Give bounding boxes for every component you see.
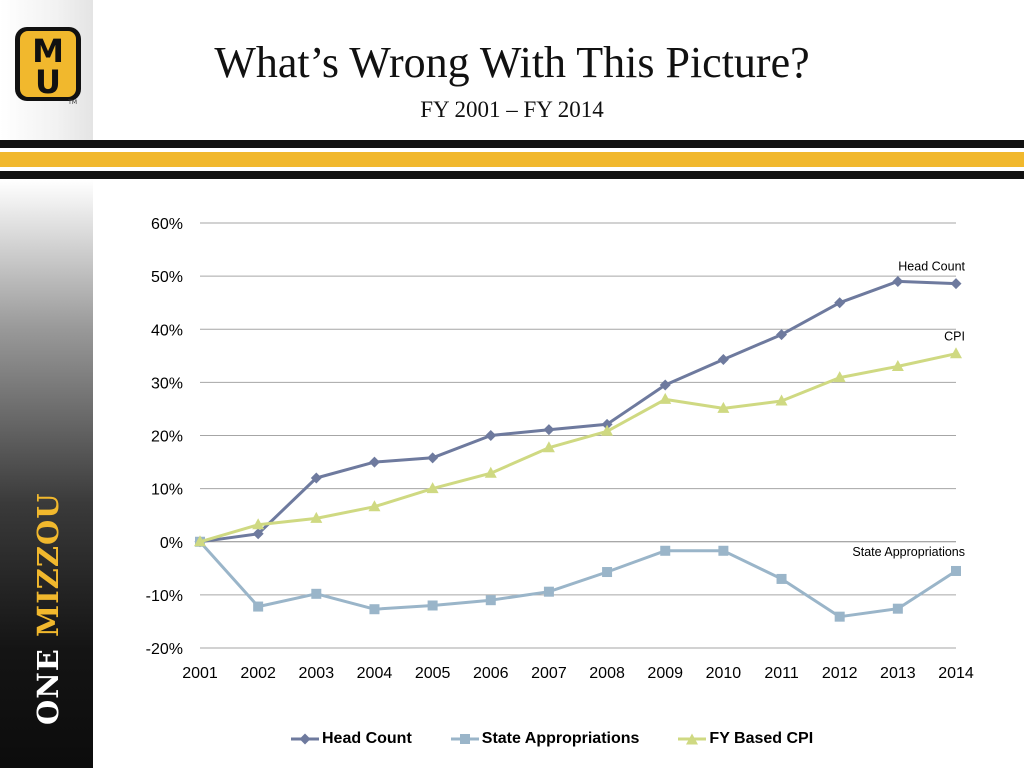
x-tick-label: 2001 bbox=[182, 665, 218, 682]
data-point-fy-based-cpi bbox=[310, 511, 323, 523]
data-point-head-count bbox=[543, 424, 555, 436]
legend-label-fy-based-cpi: FY Based CPI bbox=[709, 730, 814, 747]
data-point-fy-based-cpi bbox=[717, 401, 730, 413]
series-annotation-head-count: Head Count bbox=[898, 260, 965, 274]
logo-letter-m: M bbox=[32, 32, 64, 70]
x-tick-label: 2006 bbox=[473, 665, 509, 682]
y-tick-label: 20% bbox=[151, 429, 183, 446]
data-point-state-appropriations bbox=[602, 567, 613, 578]
y-tick-label: 10% bbox=[151, 482, 183, 499]
legend-label-head-count: Head Count bbox=[322, 730, 412, 747]
data-point-state-appropriations bbox=[427, 600, 438, 611]
data-point-head-count bbox=[485, 430, 497, 441]
data-point-fy-based-cpi bbox=[833, 371, 846, 383]
data-point-state-appropriations bbox=[718, 545, 729, 556]
series-line-fy-based-cpi bbox=[199, 352, 957, 544]
legend-label-state-appropriations: State Appropriations bbox=[481, 730, 640, 747]
data-point-state-appropriations bbox=[311, 588, 322, 599]
x-tick-label: 2010 bbox=[706, 665, 742, 682]
data-point-head-count bbox=[950, 278, 962, 290]
y-tick-label: 40% bbox=[151, 322, 183, 339]
data-point-head-count bbox=[601, 418, 613, 430]
data-point-fy-based-cpi bbox=[194, 535, 206, 547]
y-tick-label: 50% bbox=[151, 269, 183, 286]
x-tick-label: 2011 bbox=[764, 665, 799, 682]
y-tick-label: 60% bbox=[151, 216, 183, 233]
y-tick-label: -20% bbox=[146, 641, 183, 658]
data-point-state-appropriations bbox=[834, 611, 845, 622]
data-point-fy-based-cpi bbox=[542, 441, 555, 453]
series-line-state-appropriations bbox=[198, 540, 957, 619]
data-point-head-count bbox=[892, 275, 904, 287]
mu-logo: M U TM bbox=[15, 27, 81, 105]
data-point-fy-based-cpi bbox=[368, 500, 381, 512]
data-point-fy-based-cpi bbox=[659, 392, 672, 404]
x-tick-label: 2013 bbox=[880, 665, 916, 682]
legend-swatch-fy-based-cpi bbox=[678, 733, 707, 745]
data-point-fy-based-cpi bbox=[891, 359, 904, 371]
data-point-state-appropriations bbox=[776, 573, 787, 584]
data-point-state-appropriations bbox=[253, 601, 264, 612]
legend-item-fy-based-cpi: FY Based CPI bbox=[677, 730, 813, 748]
data-point-head-count bbox=[776, 329, 788, 341]
x-tick-label: 2005 bbox=[415, 665, 451, 682]
y-tick-label: 30% bbox=[151, 375, 183, 392]
data-point-state-appropriations bbox=[892, 603, 903, 614]
series-annotation-state-appropriations: State Appropriations bbox=[852, 545, 965, 559]
data-point-head-count bbox=[252, 528, 264, 540]
logo-letter-u: U bbox=[35, 63, 61, 101]
data-point-head-count bbox=[834, 297, 846, 309]
data-point-fy-based-cpi bbox=[601, 424, 614, 436]
x-tick-label: 2003 bbox=[299, 665, 335, 682]
data-point-head-count bbox=[659, 379, 671, 391]
data-point-fy-based-cpi bbox=[426, 482, 439, 494]
series-annotation-fy-based-cpi: CPI bbox=[944, 330, 965, 344]
data-point-state-appropriations bbox=[951, 565, 961, 576]
data-point-head-count bbox=[717, 354, 729, 366]
x-tick-label: 2014 bbox=[938, 665, 974, 682]
sidebar-bar bbox=[0, 180, 93, 768]
legend-swatch-state-appropriations bbox=[450, 734, 479, 744]
header-stripe-gold bbox=[0, 152, 1024, 167]
legend-item-state-appropriations: State Appropriations bbox=[450, 730, 640, 748]
data-point-head-count bbox=[310, 472, 322, 484]
data-point-head-count bbox=[427, 452, 439, 464]
data-point-state-appropriations bbox=[485, 595, 496, 606]
header-stripe-black-top bbox=[0, 140, 1024, 148]
logo-trademark: TM bbox=[67, 99, 77, 105]
y-tick-label: 0% bbox=[160, 535, 183, 552]
data-point-fy-based-cpi bbox=[252, 518, 265, 530]
data-point-fy-based-cpi bbox=[484, 466, 497, 478]
x-tick-label: 2012 bbox=[822, 665, 858, 682]
data-point-state-appropriations bbox=[543, 586, 554, 597]
data-point-head-count bbox=[368, 456, 380, 468]
header-stripe-black-bottom bbox=[0, 171, 1024, 179]
data-point-state-appropriations bbox=[660, 545, 671, 556]
legend-swatch-head-count bbox=[291, 733, 319, 745]
data-point-fy-based-cpi bbox=[775, 394, 788, 406]
page-subtitle: FY 2001 – FY 2014 bbox=[420, 97, 604, 122]
x-tick-label: 2002 bbox=[240, 665, 276, 682]
y-tick-label: -10% bbox=[146, 588, 183, 605]
x-tick-label: 2007 bbox=[531, 665, 567, 682]
data-point-fy-based-cpi bbox=[950, 347, 962, 359]
data-point-state-appropriations bbox=[369, 604, 380, 615]
chart-legend: Head Count State Appropriations FY Based… bbox=[290, 727, 870, 751]
x-tick-label: 2009 bbox=[647, 665, 683, 682]
x-tick-label: 2004 bbox=[357, 665, 393, 682]
x-tick-label: 2008 bbox=[589, 665, 625, 682]
series-line-head-count bbox=[199, 279, 957, 544]
page-title: What’s Wrong With This Picture? bbox=[214, 38, 810, 87]
legend-item-head-count: Head Count bbox=[290, 730, 412, 748]
